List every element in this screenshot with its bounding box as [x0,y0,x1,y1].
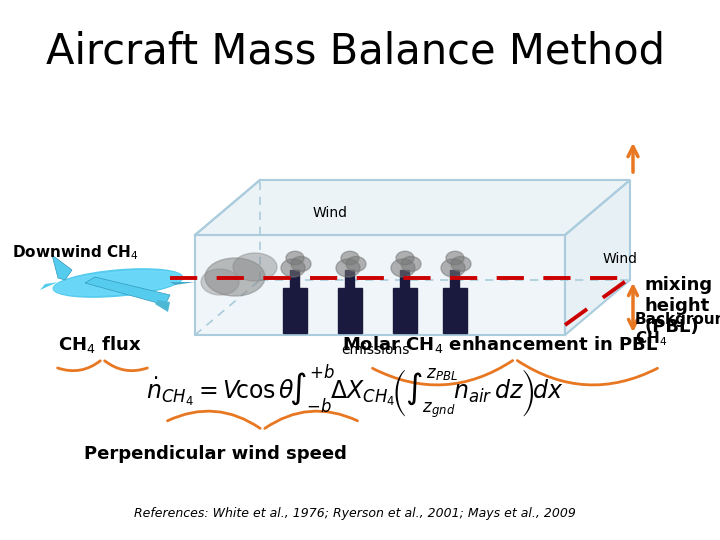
Bar [393,288,417,333]
Ellipse shape [341,251,359,265]
Ellipse shape [451,256,471,272]
Ellipse shape [346,256,366,272]
Text: Downwind CH$_4$: Downwind CH$_4$ [12,244,139,262]
PathPatch shape [85,277,170,305]
Ellipse shape [401,256,421,272]
Ellipse shape [54,271,181,295]
Bar [443,288,467,333]
Ellipse shape [233,253,277,281]
Bar [450,270,459,288]
Ellipse shape [446,251,464,265]
Text: Wind: Wind [603,252,637,266]
PathPatch shape [52,255,72,280]
PathPatch shape [170,282,195,285]
Text: Background
CH$_4$: Background CH$_4$ [635,312,720,348]
Ellipse shape [391,259,415,277]
Ellipse shape [201,269,239,295]
Text: Aircraft Mass Balance Method: Aircraft Mass Balance Method [45,30,665,72]
Polygon shape [565,180,630,335]
Text: Wind: Wind [312,206,348,220]
Text: CH$_4$ flux: CH$_4$ flux [58,334,142,355]
PathPatch shape [155,300,170,312]
Bar [400,270,409,288]
Ellipse shape [281,259,305,277]
Ellipse shape [441,259,465,277]
Ellipse shape [291,256,311,272]
Text: Perpendicular wind speed: Perpendicular wind speed [84,445,346,463]
Ellipse shape [53,269,183,297]
Polygon shape [195,235,565,335]
Polygon shape [195,180,630,235]
Bar [290,270,299,288]
Ellipse shape [396,251,414,265]
PathPatch shape [40,281,65,290]
Text: References: White et al., 1976; Ryerson et al., 2001; Mays et al., 2009: References: White et al., 1976; Ryerson … [134,507,576,520]
Text: mixing
height
(PBL): mixing height (PBL) [645,276,713,336]
Ellipse shape [286,251,304,265]
Text: $\dot{n}_{CH_4} = V\!\cos\theta\!\int_{-b}^{+b}\!\Delta X_{CH_4}\!\left(\int_{z_: $\dot{n}_{CH_4} = V\!\cos\theta\!\int_{-… [146,362,564,422]
Text: emissions: emissions [341,343,409,357]
Bar [283,288,307,333]
Ellipse shape [205,258,265,296]
Bar [338,288,362,333]
Text: Molar CH$_4$ enhancement in PBL: Molar CH$_4$ enhancement in PBL [342,334,658,355]
Ellipse shape [336,259,360,277]
Bar [345,270,354,288]
